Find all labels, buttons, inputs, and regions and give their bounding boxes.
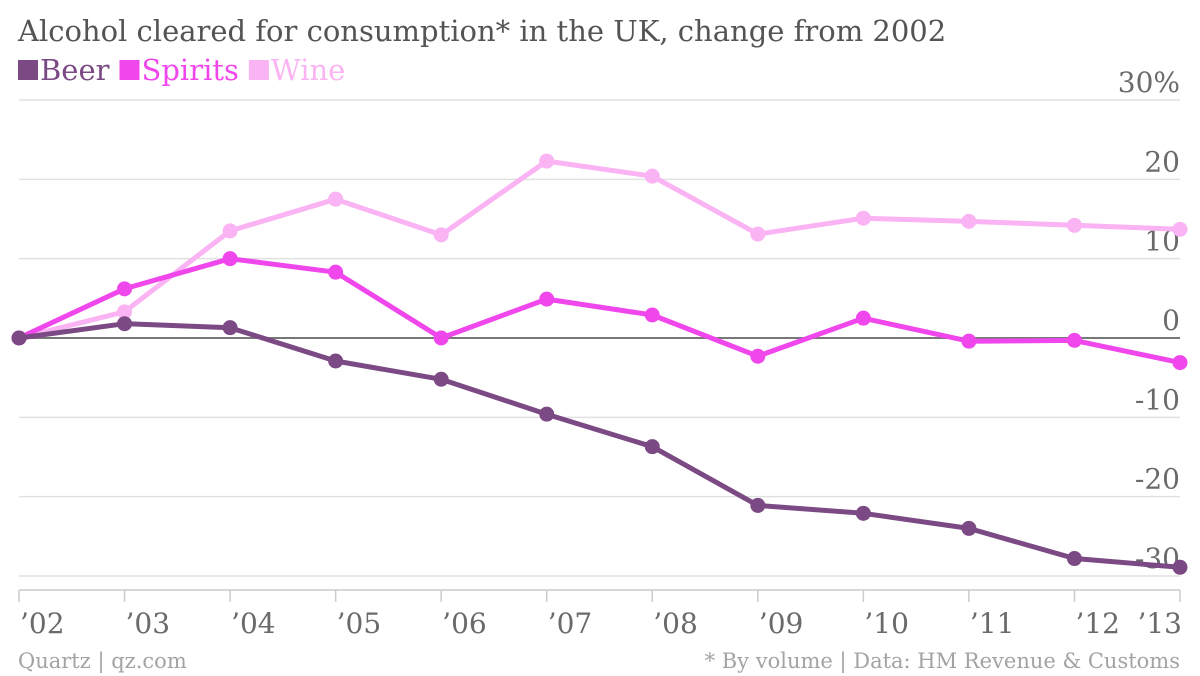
- x-tick-label: ’13: [1137, 607, 1182, 640]
- beer-point: [855, 505, 871, 521]
- beer-point: [222, 320, 238, 336]
- beer-point: [11, 330, 27, 346]
- wine-line: [16, 158, 1183, 341]
- y-tick-label: 30%: [1118, 66, 1180, 99]
- beer-series: [11, 316, 1188, 575]
- y-tick-label: -20: [1135, 463, 1180, 496]
- wine-point: [644, 168, 660, 184]
- wine-point: [117, 304, 133, 320]
- beer-line: [16, 321, 1183, 570]
- spirits-series: [11, 251, 1188, 371]
- x-axis: ’02 ’03 ’04 ’05 ’06 ’07 ’08 ’09 ’10 ’11 ’12 ’13: [18, 589, 1182, 640]
- legend-item-wine: Wine: [248, 53, 345, 87]
- spirits-point: [117, 281, 133, 297]
- legend-swatch-beer: [18, 60, 38, 80]
- y-tick-label: -10: [1135, 383, 1180, 416]
- wine-point: [1172, 221, 1188, 237]
- spirits-point: [1066, 332, 1082, 348]
- legend-item-spirits: Spirits: [119, 53, 239, 87]
- spirits-point: [1172, 355, 1188, 371]
- y-tick-label: 20: [1144, 145, 1180, 178]
- x-tick-label: ’02: [20, 607, 65, 640]
- legend-item-beer: Beer: [18, 53, 110, 87]
- x-tick-label: ’05: [337, 607, 382, 640]
- legend-label-spirits: Spirits: [142, 53, 239, 87]
- beer-point: [961, 520, 977, 536]
- series-lines: [11, 153, 1188, 575]
- spirits-line: [16, 256, 1183, 366]
- beer-point: [1172, 559, 1188, 575]
- legend-label-beer: Beer: [40, 53, 110, 87]
- beer-point: [1066, 551, 1082, 567]
- beer-point: [328, 353, 344, 369]
- y-tick-label: 0: [1162, 304, 1180, 337]
- spirits-point: [961, 333, 977, 349]
- x-tick-label: ’04: [231, 607, 276, 640]
- beer-point: [750, 497, 766, 513]
- wine-series: [11, 153, 1188, 346]
- wine-point: [539, 153, 555, 169]
- wine-point: [433, 227, 449, 243]
- spirits-point: [222, 251, 238, 267]
- x-tick-label: ’07: [548, 607, 593, 640]
- beer-point: [117, 316, 133, 332]
- wine-point: [222, 223, 238, 239]
- beer-point: [644, 439, 660, 455]
- source-left: Quartz | qz.com: [18, 649, 187, 674]
- spirits-point: [328, 264, 344, 280]
- chart-title: Alcohol cleared for consumption* in the …: [17, 14, 946, 48]
- spirits-point: [750, 348, 766, 364]
- legend-label-wine: Wine: [271, 53, 345, 87]
- wine-point: [328, 191, 344, 207]
- x-tick-label: ’08: [653, 607, 698, 640]
- spirits-point: [644, 307, 660, 323]
- x-tick-label: ’11: [970, 607, 1015, 640]
- gridlines: [19, 99, 1180, 577]
- wine-point: [1066, 217, 1082, 233]
- spirits-point: [539, 291, 555, 307]
- wine-point: [855, 210, 871, 226]
- beer-point: [539, 406, 555, 422]
- legend-swatch-spirits: [119, 60, 140, 80]
- wine-point: [750, 226, 766, 242]
- source-right: * By volume | Data: HM Revenue & Customs: [705, 649, 1180, 674]
- y-tick-label: -30: [1135, 542, 1180, 575]
- spirits-point: [433, 330, 449, 346]
- legend-swatch-wine: [248, 60, 269, 80]
- wine-point: [961, 213, 977, 229]
- x-tick-label: ’12: [1075, 607, 1120, 640]
- beer-point: [433, 371, 449, 387]
- x-tick-label: ’03: [126, 607, 171, 640]
- legend: Beer Spirits Wine: [18, 53, 345, 87]
- x-tick-label: ’06: [442, 607, 487, 640]
- x-tick-label: ’10: [864, 607, 909, 640]
- spirits-point: [855, 310, 871, 326]
- x-tick-label: ’09: [759, 607, 804, 640]
